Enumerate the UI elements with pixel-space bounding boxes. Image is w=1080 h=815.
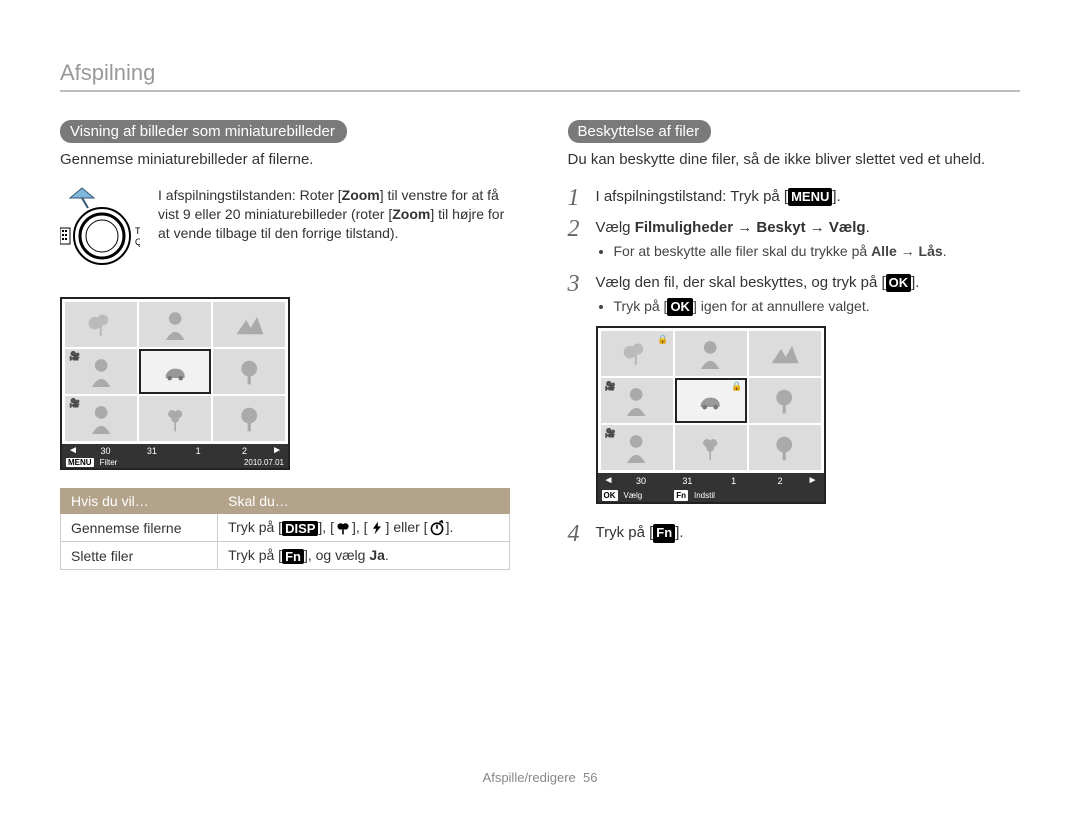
menu-keycap-icon: MENU [66,458,94,467]
screen-pagination-bar: ◄ 30 31 1 2 ► [598,473,824,489]
thumb-person2: 🎥 [65,349,137,394]
page-footer: Afspille/redigere 56 [0,770,1080,785]
prev-arrow-icon: ◄ [601,474,617,488]
table-row: Slette filer Tryk på [Fn], og vælg Ja. [61,542,510,570]
timer-icon [428,520,446,536]
flash-icon [368,520,386,536]
step-4: Tryk på [Fn]. [568,522,1021,543]
prev-arrow-icon: ◄ [65,445,81,456]
header-divider [60,90,1020,92]
fn-key-icon: Fn [282,549,304,564]
table-header-1: Hvis du vil… [61,489,218,514]
thumb-person2: 🎥 [601,378,673,423]
section-title-thumbnails: Visning af billeder som miniaturebillede… [60,120,347,143]
screen-status-bar: MENU Filter 2010.07.01 [62,457,288,468]
thumb-selected-car: 🔒 [675,378,747,423]
thumb-flower1: 🔒 [601,331,673,376]
next-arrow-icon: ► [269,445,285,456]
macro-icon [334,520,352,536]
disp-key-icon: DISP [282,521,318,536]
screen-status-bar: OK Vælg Fn Indstil [598,489,824,502]
step-2-bullet: For at beskytte alle filer skal du trykk… [614,242,1021,262]
thumb-tree2 [749,425,821,470]
fn-keycap-icon: Fn [674,490,688,501]
thumbnail-screen-left: 🎥 🎥 ◄ 30 31 1 2 ► MENU Filte [60,297,290,470]
svg-text:T: T [135,226,140,236]
screen-pagination-bar: ◄ 30 31 1 2 ► [62,444,288,457]
step-1: I afspilningstilstand: Tryk på [MENU]. [568,186,1021,207]
thumb-tree1 [749,378,821,423]
lock-icon: 🔒 [657,333,668,346]
table-row: Gennemse filerne Tryk på [DISP], [], [] … [61,514,510,542]
next-arrow-icon: ► [805,474,821,488]
fn-key-icon: Fn [653,524,675,542]
page-header: Afspilning [60,60,1020,86]
ok-keycap-icon: OK [602,490,618,501]
thumb-person1 [675,331,747,376]
thumb-flower2 [675,425,747,470]
thumb-mountain [213,302,285,347]
thumb-person3: 🎥 [65,396,137,441]
video-badge-icon: 🎥 [69,351,80,362]
zoom-instruction-text: I afspilningstilstanden: Roter [Zoom] ti… [158,186,513,279]
right-column: Beskyttelse af filer Du kan beskytte din… [568,120,1021,570]
ok-key-icon: OK [667,298,693,316]
thumb-mountain [749,331,821,376]
thumb-selected-car [139,349,211,394]
svg-text:Q: Q [135,237,140,247]
thumb-person3: 🎥 [601,425,673,470]
table-header-2: Skal du… [218,489,510,514]
section-title-protect: Beskyttelse af filer [568,120,712,143]
thumb-tree2 [213,396,285,441]
video-badge-icon: 🎥 [605,380,616,393]
thumb-person1 [139,302,211,347]
thumbnail-screen-right: 🔒 🎥 🔒 🎥 ◄ 30 [596,326,826,504]
ok-key-icon: OK [886,274,912,292]
thumb-flower2 [139,396,211,441]
left-intro: Gennemse miniaturebilleder af filerne. [60,151,513,168]
zoom-dial-illustration: T Q [60,186,140,279]
thumb-tree1 [213,349,285,394]
menu-key-icon: MENU [788,188,832,206]
video-badge-icon: 🎥 [605,427,616,440]
step-3-bullet: Tryk på [OK] igen for at annullere valge… [614,297,1021,317]
action-table: Hvis du vil… Skal du… Gennemse filerne T… [60,488,510,570]
right-intro: Du kan beskytte dine filer, så de ikke b… [568,151,1021,168]
lock-icon: 🔒 [731,380,742,393]
thumb-flower1 [65,302,137,347]
left-column: Visning af billeder som miniaturebillede… [60,120,513,570]
step-3: Vælg den fil, der skal beskyttes, og try… [568,272,1021,505]
video-badge-icon: 🎥 [69,398,80,409]
step-2: Vælg Filmuligheder → Beskyt → Vælg. For … [568,217,1021,262]
